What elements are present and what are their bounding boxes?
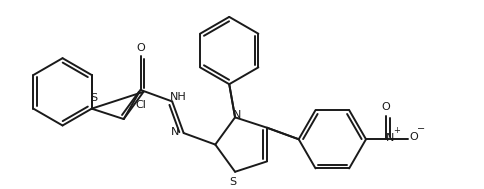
Text: N: N [385,133,393,143]
Text: S: S [229,177,236,187]
Text: O: O [381,102,390,112]
Text: N: N [233,110,241,120]
Text: O: O [136,43,145,53]
Text: O: O [408,132,417,142]
Text: N: N [171,127,179,137]
Text: NH: NH [169,92,186,102]
Text: +: + [392,126,399,135]
Text: S: S [91,93,97,103]
Text: −: − [416,124,424,134]
Text: Cl: Cl [136,100,146,110]
